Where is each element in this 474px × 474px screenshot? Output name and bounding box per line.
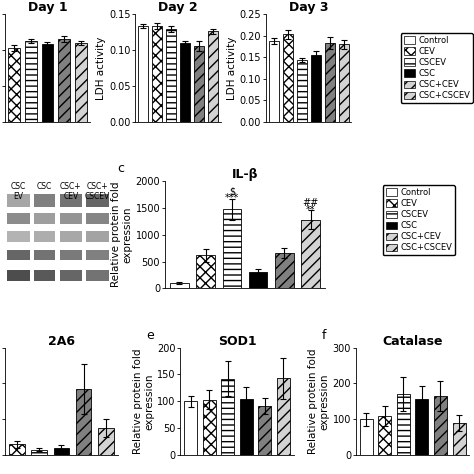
Bar [60, 250, 82, 260]
Bar [283, 35, 292, 122]
Bar [138, 26, 148, 122]
Text: ***: *** [225, 193, 239, 203]
Bar [240, 399, 253, 455]
Bar [166, 29, 176, 122]
Y-axis label: LDH activity: LDH activity [227, 36, 237, 100]
Bar [275, 253, 293, 288]
Bar [34, 231, 55, 242]
Bar [60, 213, 82, 224]
Title: IL-β: IL-β [232, 168, 258, 181]
Text: CSC
EV: CSC EV [11, 182, 26, 201]
Text: **: ** [306, 205, 315, 215]
Bar [86, 250, 109, 260]
Bar [152, 26, 162, 122]
Bar [98, 428, 114, 455]
Bar [7, 231, 30, 242]
Bar [434, 396, 447, 455]
Bar [197, 255, 215, 288]
Text: CSC+
CEV: CSC+ CEV [60, 182, 82, 201]
Bar [7, 213, 30, 224]
Bar [34, 194, 55, 207]
Title: Day 2: Day 2 [158, 1, 198, 14]
Legend: Control, CEV, CSCEV, CSC, CSC+CEV, CSC+CSCEV: Control, CEV, CSCEV, CSC, CSC+CEV, CSC+C… [383, 185, 455, 255]
Bar [7, 270, 30, 281]
Bar [269, 41, 279, 122]
Bar [8, 48, 20, 122]
Bar [277, 378, 290, 455]
Y-axis label: Relative protein fold
expression: Relative protein fold expression [133, 348, 154, 454]
Bar [42, 45, 53, 122]
Text: c: c [117, 162, 124, 175]
Bar [397, 394, 410, 455]
Title: 2A6: 2A6 [48, 335, 75, 347]
Bar [0, 437, 2, 455]
Bar [223, 210, 241, 288]
Bar [76, 389, 91, 455]
Bar [54, 448, 69, 455]
Bar [60, 194, 82, 207]
Bar [221, 379, 234, 455]
Bar [301, 219, 320, 288]
Bar [86, 213, 109, 224]
Bar [339, 45, 349, 122]
Text: CSC: CSC [36, 182, 52, 191]
Legend: Control, CEV, CSCEV, CSC, CSC+CEV, CSC+CSCEV: Control, CEV, CSCEV, CSC, CSC+CEV, CSC+C… [401, 33, 473, 103]
Text: ##: ## [302, 198, 319, 208]
Title: Day 3: Day 3 [289, 1, 328, 14]
Bar [34, 270, 55, 281]
Text: f: f [322, 329, 327, 342]
Y-axis label: Relative protein fold
expression: Relative protein fold expression [111, 182, 133, 287]
Bar [194, 46, 204, 122]
Bar [325, 43, 335, 122]
Bar [0, 50, 3, 122]
Y-axis label: Relative protein fold
expression: Relative protein fold expression [308, 348, 330, 454]
Bar [208, 31, 218, 122]
Bar [249, 272, 267, 288]
Bar [60, 270, 82, 281]
Bar [180, 43, 190, 122]
Bar [34, 213, 55, 224]
Bar [360, 419, 373, 455]
Title: Catalase: Catalase [383, 335, 443, 347]
Bar [58, 39, 70, 122]
Bar [311, 55, 320, 122]
Bar [258, 406, 271, 455]
Bar [203, 400, 216, 455]
Bar [75, 43, 87, 122]
Bar [415, 400, 428, 455]
Bar [378, 416, 391, 455]
Bar [297, 60, 307, 122]
Bar [7, 250, 30, 260]
Text: e: e [146, 329, 154, 342]
Bar [86, 270, 109, 281]
Text: $: $ [229, 187, 235, 197]
Bar [31, 450, 47, 455]
Title: SOD1: SOD1 [218, 335, 256, 347]
Y-axis label: LDH activity: LDH activity [96, 36, 106, 100]
Bar [7, 194, 30, 207]
Bar [184, 401, 197, 455]
Bar [25, 41, 36, 122]
Bar [60, 231, 82, 242]
Bar [170, 283, 189, 288]
Bar [34, 250, 55, 260]
Bar [86, 194, 109, 207]
Bar [86, 231, 109, 242]
Bar [9, 444, 25, 455]
Bar [453, 423, 465, 455]
Text: CSC+
CSCEV: CSC+ CSCEV [85, 182, 110, 201]
Title: Day 1: Day 1 [27, 1, 67, 14]
